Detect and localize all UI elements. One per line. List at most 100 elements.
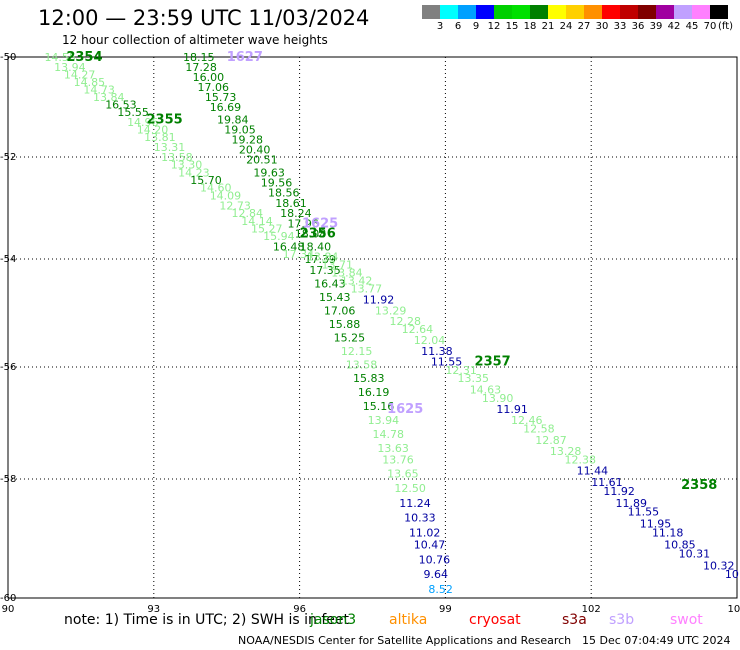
color-scale-tick-label: 21 xyxy=(541,21,555,32)
wave-height-value: 11.02 xyxy=(409,527,441,540)
wave-height-value: 13.28 xyxy=(550,445,582,458)
wave-height-value: 12.04 xyxy=(414,334,446,347)
track-time-label: 2357 xyxy=(475,355,511,370)
color-scale-tick-label: 42 xyxy=(667,21,681,32)
wave-height-value: 16.19 xyxy=(358,386,390,399)
longitude-tick-label: 102 xyxy=(582,604,601,615)
color-swatch xyxy=(602,5,620,19)
color-scale-unit: (ft) xyxy=(718,21,734,32)
track-time-label: 2356 xyxy=(300,227,336,242)
wave-height-value: 13.30 xyxy=(171,159,203,172)
wave-height-value: 10.33 xyxy=(404,512,436,525)
color-swatch xyxy=(494,5,512,19)
map-title: 12:00 — 23:59 UTC 11/03/2024 xyxy=(38,6,370,30)
footer-credit: NOAA/NESDIS Center for Satellite Applica… xyxy=(238,634,572,647)
wave-height-value: 11.18 xyxy=(652,527,684,540)
wave-height-value: 14.09 xyxy=(210,189,242,202)
wave-height-value: 18.56 xyxy=(268,187,300,200)
color-scale-bar xyxy=(422,5,728,19)
wave-height-value: 13.31 xyxy=(154,141,186,154)
color-swatch xyxy=(620,5,638,19)
color-scale-tick-label: 33 xyxy=(613,21,627,32)
color-scale-tick-label: 15 xyxy=(505,21,519,32)
wave-height-value: 14.27 xyxy=(64,69,96,82)
wave-height-value: 13.81 xyxy=(144,131,176,144)
map-frame xyxy=(7,56,738,599)
wave-height-value: 11.91 xyxy=(496,403,528,416)
wave-height-value: 12.87 xyxy=(535,434,567,447)
color-scale-tick-label: 36 xyxy=(631,21,645,32)
wave-height-value: 9.64 xyxy=(424,568,449,581)
color-swatch xyxy=(530,5,548,19)
color-swatch xyxy=(692,5,710,19)
wave-height-value: 10.76 xyxy=(419,553,451,566)
wave-height-value: 10.47 xyxy=(414,538,446,551)
track-time-label: 2358 xyxy=(681,478,717,493)
wave-height-value: 11.44 xyxy=(577,465,609,478)
axis-labels: 90 93 96 99 102 105 -50 -52 -54 -56 -58 -60 xyxy=(0,52,740,615)
wave-height-value: 11.95 xyxy=(640,518,672,531)
latitude-tick-label: -56 xyxy=(0,362,16,373)
wave-height-value: 13.71 xyxy=(321,258,353,271)
color-scale-tick-label: 70 xyxy=(703,21,717,32)
map-subtitle: 12 hour collection of altimeter wave hei… xyxy=(62,33,328,47)
wave-height-value: 15.70 xyxy=(190,174,222,187)
wave-height-value: 12.31 xyxy=(445,364,477,377)
wave-height-value: 17.06 xyxy=(324,304,356,317)
wave-height-value: 15.83 xyxy=(353,372,385,385)
wave-height-value: 17.34 xyxy=(283,248,315,261)
color-swatch xyxy=(512,5,530,19)
legend-altika: altika xyxy=(389,612,428,628)
wave-height-value: 17.35 xyxy=(309,264,341,277)
color-scale-tick-label: 9 xyxy=(472,21,480,32)
color-scale-tick-label: 3 xyxy=(436,21,444,32)
wave-height-value: 15.27 xyxy=(251,222,283,235)
wave-height-value: 12.64 xyxy=(402,323,434,336)
wave-height-value: 17.96 xyxy=(287,217,319,230)
wave-height-value: 13.58 xyxy=(346,358,378,371)
wave-height-value: 13.29 xyxy=(375,304,407,317)
wave-height-value: 13.84 xyxy=(93,91,125,104)
latitude-tick-label: -60 xyxy=(0,593,16,604)
longitude-tick-label: 90 xyxy=(2,604,15,615)
longitude-tick-label: 105 xyxy=(727,604,740,615)
wave-height-value: 16.69 xyxy=(210,101,242,114)
wave-height-value: 13.65 xyxy=(387,467,419,480)
wave-height-value: 15.55 xyxy=(117,106,149,119)
wave-height-value: 12.38 xyxy=(564,453,596,466)
wave-height-value: 15.43 xyxy=(319,291,351,304)
wave-height-value: 11.55 xyxy=(431,356,463,369)
wave-height-value: 19.84 xyxy=(217,114,249,127)
wave-height-value: 14.85 xyxy=(74,76,106,89)
wave-height-value: 13.84 xyxy=(307,250,339,263)
wave-height-value: 14.63 xyxy=(470,383,502,396)
color-scale-tick-label: 30 xyxy=(595,21,609,32)
wave-height-value: 13.35 xyxy=(458,372,490,385)
color-swatch xyxy=(710,5,728,19)
wave-height-value: 10.31 xyxy=(679,547,711,560)
track-labels: 2354 2355 2356 1627 1625 2357 1625 2358 xyxy=(66,50,717,493)
color-swatch xyxy=(548,5,566,19)
color-scale-tick-label: 39 xyxy=(649,21,663,32)
latitude-tick-label: -50 xyxy=(0,52,16,63)
wave-height-value: 13.84 xyxy=(331,267,363,280)
wave-height-value: 12.73 xyxy=(219,199,251,212)
wave-height-value: 11.92 xyxy=(603,485,635,498)
track-time-label: 2354 xyxy=(66,50,102,65)
wave-height-value: 12.46 xyxy=(511,414,543,427)
color-swatch xyxy=(584,5,602,19)
color-swatch xyxy=(674,5,692,19)
color-scale-tick-label: 24 xyxy=(559,21,573,32)
wave-height-value: 20.51 xyxy=(246,154,278,167)
wave-height-value: 12.84 xyxy=(232,207,264,220)
color-swatch xyxy=(458,5,476,19)
color-swatch xyxy=(422,5,440,19)
wave-height-value: 15.25 xyxy=(334,331,366,344)
wave-height-value: 12.50 xyxy=(394,482,426,495)
wave-height-value: 14.73 xyxy=(83,84,115,97)
wave-height-value: 10.85 xyxy=(664,538,696,551)
wave-height-value: 12.28 xyxy=(390,315,422,328)
wave-height-value: 14.96 xyxy=(127,116,159,129)
wave-height-value: 19.56 xyxy=(261,177,293,190)
color-scale-tick-label: 27 xyxy=(577,21,591,32)
